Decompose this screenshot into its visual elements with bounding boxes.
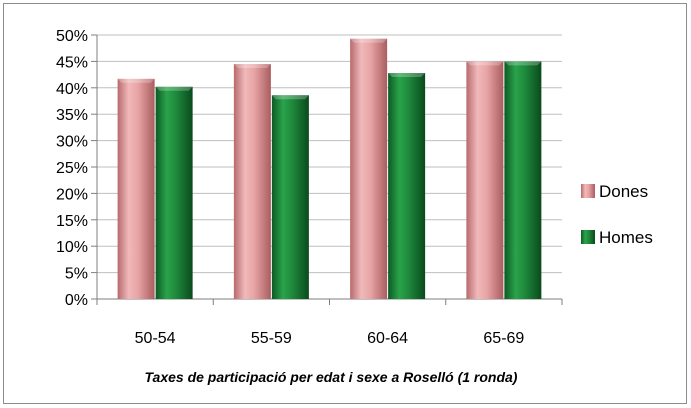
bar-bevel bbox=[388, 73, 426, 78]
bar-bevel bbox=[350, 38, 388, 43]
x-axis-label: Taxes de participació per edat i sexe a … bbox=[145, 369, 518, 385]
y-tick-label: 25% bbox=[56, 160, 88, 177]
x-tick-label: 65-69 bbox=[483, 330, 524, 347]
bar-bevel bbox=[117, 78, 155, 83]
y-tick-label: 10% bbox=[56, 239, 88, 256]
bar-bevel bbox=[271, 95, 309, 100]
x-tick-label: 55-59 bbox=[251, 330, 292, 347]
legend-label-homes: Homes bbox=[599, 228, 653, 247]
y-tick-label: 5% bbox=[65, 266, 88, 283]
legend-swatch-dones bbox=[581, 184, 595, 198]
x-tick-label: 50-54 bbox=[135, 330, 176, 347]
x-tick-label: 60-64 bbox=[367, 330, 408, 347]
y-tick-label: 40% bbox=[56, 81, 88, 98]
bar-homes-55-59 bbox=[271, 95, 309, 299]
y-tick-label: 35% bbox=[56, 107, 88, 124]
bar-bevel bbox=[504, 61, 542, 66]
legend-label-dones: Dones bbox=[599, 182, 648, 201]
legend: Dones Homes bbox=[581, 182, 653, 247]
bar-dones-60-64 bbox=[350, 38, 388, 300]
bar-homes-65-69 bbox=[504, 61, 542, 300]
bar-bevel bbox=[233, 64, 271, 69]
bars bbox=[117, 38, 542, 300]
bar-homes-60-64 bbox=[388, 73, 426, 300]
bar-dones-50-54 bbox=[117, 78, 155, 299]
y-axis-ticks: 0% 5% 10% 15% 20% 25% 30% 35% 40% 45% 50% bbox=[56, 28, 97, 309]
x-axis-ticks: 50-54 55-59 60-64 65-69 bbox=[96, 299, 563, 347]
y-tick-label: 20% bbox=[56, 186, 88, 203]
bar-dones-55-59 bbox=[233, 64, 271, 299]
chart-frame bbox=[3, 3, 687, 404]
legend-swatch-homes bbox=[581, 230, 595, 244]
bar-dones-65-69 bbox=[466, 61, 504, 300]
y-tick-label: 15% bbox=[56, 213, 88, 230]
y-tick-label: 30% bbox=[56, 134, 88, 151]
bar-bevel bbox=[466, 61, 504, 66]
y-tick-label: 50% bbox=[56, 28, 88, 45]
bar-bevel bbox=[155, 86, 193, 91]
y-tick-label: 0% bbox=[65, 292, 88, 309]
bar-homes-50-54 bbox=[155, 86, 193, 299]
y-tick-label: 45% bbox=[56, 54, 88, 71]
